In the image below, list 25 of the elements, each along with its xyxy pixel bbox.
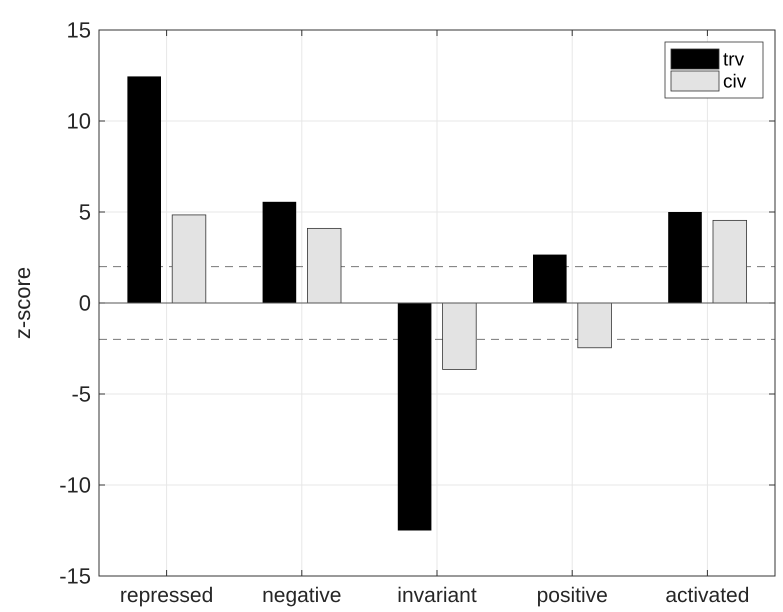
x-tick-label: activated xyxy=(665,584,750,607)
y-tick-label: 15 xyxy=(66,18,91,43)
x-tick-label: positive xyxy=(536,584,608,607)
bar xyxy=(398,303,432,530)
y-tick-label: -5 xyxy=(71,382,91,407)
y-tick-label: 5 xyxy=(78,200,91,225)
bar xyxy=(577,302,612,348)
bar xyxy=(127,76,161,303)
bar xyxy=(307,228,342,304)
y-axis-title: z-score xyxy=(10,266,35,340)
legend-label: civ xyxy=(723,72,747,93)
bar xyxy=(262,202,296,303)
bar xyxy=(532,254,567,303)
x-tick-label: negative xyxy=(262,584,342,607)
y-tick-label: -10 xyxy=(59,472,91,498)
y-tick-label: 0 xyxy=(78,290,91,316)
bar xyxy=(668,212,702,303)
bar xyxy=(442,302,477,370)
bar xyxy=(712,220,748,304)
x-tick-label: repressed xyxy=(120,584,214,607)
bar xyxy=(172,214,206,304)
x-tick-label: invariant xyxy=(397,584,477,607)
legend-label: trv xyxy=(723,50,745,71)
y-tick-label: -15 xyxy=(59,564,91,589)
y-tick-label: 10 xyxy=(66,108,91,134)
